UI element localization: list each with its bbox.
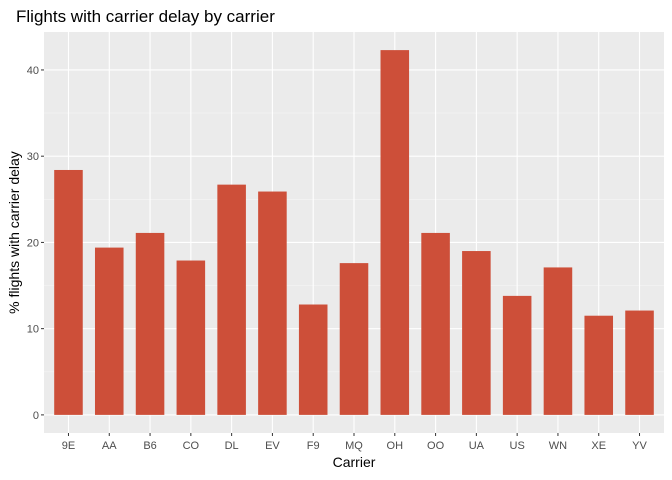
bar-us (502, 295, 532, 415)
x-axis: 9E AA B6 CO DL EV F9 MQ OH OO UA US WN XE YV (62, 433, 648, 452)
x-tick-label-aa: AA (102, 440, 117, 452)
bar-aa (94, 247, 124, 415)
bar-ev (258, 191, 287, 415)
x-tick-label-co: CO (183, 440, 200, 452)
x-tick-label-xe: XE (591, 440, 606, 452)
bars (54, 50, 654, 415)
x-tick-label-ua: UA (469, 440, 485, 452)
bar-co (176, 260, 206, 415)
y-tick-label: 30 (27, 151, 39, 163)
y-axis: 0 10 20 30 40 (27, 65, 44, 422)
x-tick-label-yv: YV (632, 440, 647, 452)
bar-dl (217, 184, 246, 415)
bar-yv (625, 310, 654, 415)
bar-oo (421, 232, 450, 415)
bar-mq (339, 263, 369, 415)
x-tick-label-ev: EV (265, 440, 280, 452)
x-tick-label-dl: DL (225, 440, 239, 452)
bar-xe (584, 315, 614, 415)
bar-ua (462, 251, 491, 415)
x-tick-label-oo: OO (427, 440, 445, 452)
y-tick-label: 0 (33, 410, 39, 422)
y-tick-label: 10 (27, 324, 39, 336)
x-tick-label-wn: WN (549, 440, 567, 452)
chart-title: Flights with carrier delay by carrier (16, 7, 275, 26)
x-tick-label-us: US (510, 440, 525, 452)
x-tick-label-9e: 9E (62, 440, 75, 452)
bar-b6 (135, 232, 165, 415)
x-tick-label-b6: B6 (143, 440, 156, 452)
y-tick-label: 20 (27, 237, 39, 249)
bar-oh (380, 50, 410, 415)
x-tick-label-f9: F9 (307, 440, 320, 452)
bar-f9 (298, 304, 328, 415)
x-axis-title: Carrier (333, 454, 376, 470)
y-axis-title: % flights with carrier delay (6, 151, 22, 314)
bar-wn (543, 267, 573, 415)
bar-9e (54, 169, 83, 415)
x-tick-label-oh: OH (387, 440, 404, 452)
y-tick-label: 40 (27, 65, 39, 77)
x-tick-label-mq: MQ (345, 440, 363, 452)
